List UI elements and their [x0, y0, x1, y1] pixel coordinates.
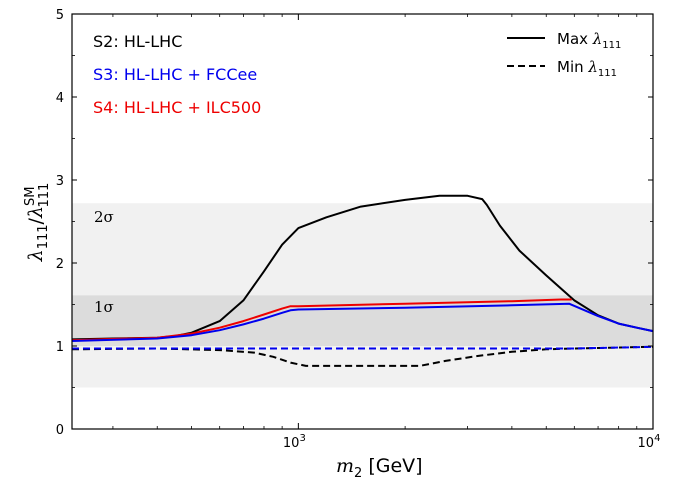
series-line-3	[71, 302, 654, 342]
x-axis-label: m2 [GeV]	[336, 455, 423, 480]
y-tick-label: 4	[56, 91, 64, 106]
x-tick-label: 103	[283, 433, 306, 451]
y-tick-label: 0	[56, 423, 64, 438]
y-tick-label: 1	[56, 340, 64, 355]
x-tick-label: 104	[638, 433, 661, 451]
band-label-2sigma: 2σ	[94, 208, 114, 226]
series-line-1	[71, 345, 654, 367]
sigma-bands	[72, 203, 653, 388]
series-line-2	[71, 298, 572, 342]
band-label-1sigma: 1σ	[94, 298, 114, 316]
annotation-s2: S2: HL-LHC	[93, 32, 182, 51]
annotation-s4: S4: HL-LHC + ILC500	[93, 98, 261, 117]
axis-ticks: 0 1 2 3 4 5 103 104	[56, 8, 661, 451]
y-tick-label: 5	[56, 8, 64, 23]
y-tick-label: 3	[56, 174, 64, 189]
y-axis-label: λ111/λSM111	[23, 183, 52, 263]
y-tick-label: 2	[56, 257, 64, 272]
annotation-s3: S3: HL-LHC + FCCee	[93, 65, 257, 84]
series-line-4	[72, 345, 654, 350]
series-group	[71, 194, 654, 367]
